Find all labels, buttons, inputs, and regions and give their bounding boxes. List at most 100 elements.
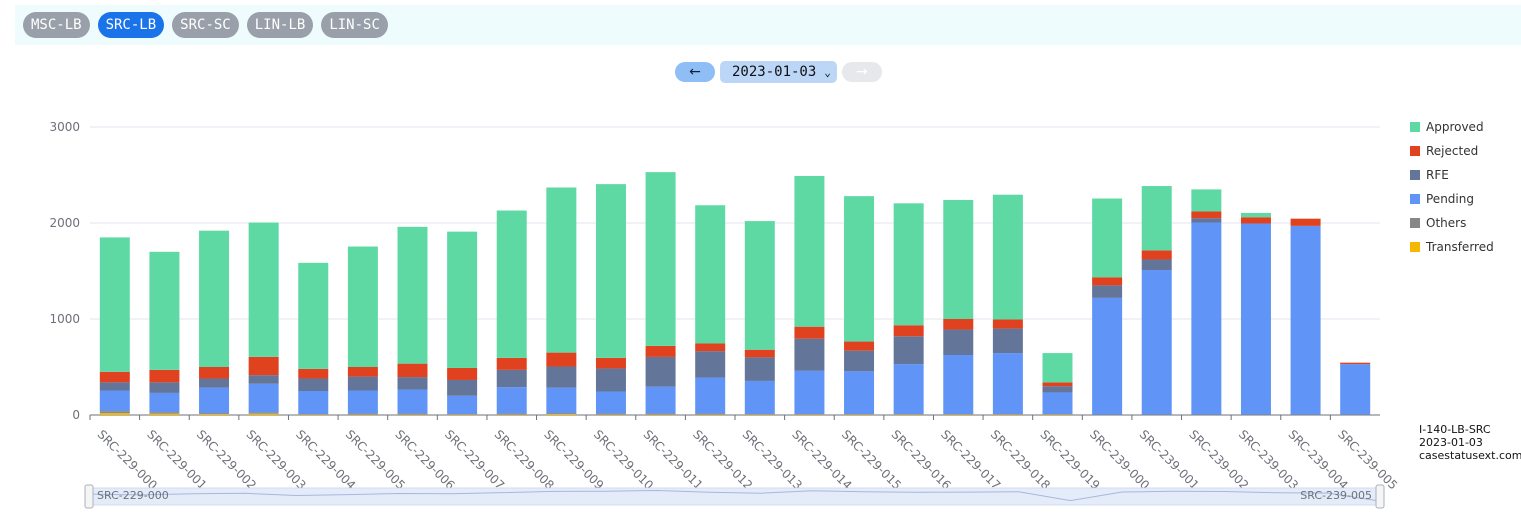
bar-segment-approved[interactable]: [595, 184, 626, 358]
bar-segment-pending[interactable]: [1191, 222, 1222, 415]
zoom-start-handle[interactable]: [84, 484, 94, 509]
bar-segment-others[interactable]: [99, 411, 130, 414]
bar-segment-approved[interactable]: [744, 221, 775, 350]
bar-segment-rejected[interactable]: [447, 367, 478, 380]
bar-segment-rejected[interactable]: [1240, 217, 1271, 224]
legend-swatch-others[interactable]: [1410, 218, 1420, 228]
bar-segment-approved[interactable]: [248, 222, 279, 357]
bar-segment-rejected[interactable]: [496, 357, 527, 370]
bar-segment-approved[interactable]: [943, 199, 974, 319]
bar-segment-rejected[interactable]: [893, 325, 924, 337]
bar-segment-approved[interactable]: [496, 210, 527, 358]
bar-segment-transferred[interactable]: [149, 413, 180, 415]
bar-segment-pending[interactable]: [248, 383, 279, 413]
bar-segment-rfe[interactable]: [298, 378, 329, 391]
legend-swatch-rfe[interactable]: [1410, 170, 1420, 180]
bar-segment-pending[interactable]: [447, 395, 478, 415]
bar-segment-approved[interactable]: [546, 187, 577, 353]
bar-segment-rfe[interactable]: [1092, 285, 1123, 298]
bar-segment-pending[interactable]: [496, 387, 527, 414]
legend-swatch-approved[interactable]: [1410, 122, 1420, 132]
bar-segment-rejected[interactable]: [149, 369, 180, 383]
bar-segment-rfe[interactable]: [645, 356, 676, 387]
bar-segment-pending[interactable]: [397, 389, 428, 414]
bar-segment-rfe[interactable]: [149, 382, 180, 393]
bar-segment-rejected[interactable]: [695, 343, 726, 352]
bar-segment-rfe[interactable]: [496, 369, 527, 388]
bar-segment-approved[interactable]: [1092, 198, 1123, 278]
bar-segment-approved[interactable]: [199, 230, 230, 367]
bar-segment-approved[interactable]: [695, 205, 726, 344]
bar-segment-rfe[interactable]: [794, 338, 825, 371]
bar-segment-rfe[interactable]: [1042, 386, 1073, 393]
bar-segment-rfe[interactable]: [1191, 218, 1222, 223]
bar-segment-rejected[interactable]: [1141, 250, 1172, 260]
zoom-end-handle[interactable]: [1375, 484, 1385, 509]
bar-segment-pending[interactable]: [199, 387, 230, 414]
bar-segment-pending[interactable]: [893, 364, 924, 415]
bar-segment-rejected[interactable]: [1290, 218, 1321, 226]
bar-segment-pending[interactable]: [298, 391, 329, 415]
bar-segment-approved[interactable]: [992, 194, 1023, 320]
bar-segment-pending[interactable]: [695, 377, 726, 414]
bar-segment-rejected[interactable]: [99, 371, 130, 383]
bar-segment-rfe[interactable]: [595, 368, 626, 392]
bar-segment-approved[interactable]: [149, 251, 180, 370]
bar-segment-rfe[interactable]: [397, 377, 428, 390]
tab-msc-lb[interactable]: MSC-LB: [23, 12, 90, 38]
bar-segment-rejected[interactable]: [744, 349, 775, 358]
legend-label-transferred[interactable]: Transferred: [1425, 240, 1494, 254]
bar-segment-approved[interactable]: [99, 237, 130, 372]
bar-segment-approved[interactable]: [397, 226, 428, 364]
bar-segment-pending[interactable]: [99, 390, 130, 412]
bar-segment-pending[interactable]: [744, 380, 775, 415]
bar-segment-rfe[interactable]: [347, 376, 378, 391]
bar-segment-rfe[interactable]: [695, 351, 726, 378]
bar-segment-rejected[interactable]: [595, 357, 626, 369]
bar-segment-rejected[interactable]: [1340, 362, 1371, 365]
bar-segment-transferred[interactable]: [248, 413, 279, 415]
bar-segment-rfe[interactable]: [447, 379, 478, 396]
bar-segment-rejected[interactable]: [943, 319, 974, 330]
bar-segment-others[interactable]: [149, 412, 180, 414]
bar-segment-approved[interactable]: [1191, 189, 1222, 212]
bar-segment-rejected[interactable]: [397, 363, 428, 378]
prev-date-button[interactable]: ←: [675, 62, 715, 82]
tab-lin-lb[interactable]: LIN-LB: [246, 12, 314, 38]
bar-segment-approved[interactable]: [844, 196, 875, 342]
bar-segment-pending[interactable]: [1092, 297, 1123, 415]
legend-label-rejected[interactable]: Rejected: [1426, 144, 1478, 158]
bar-segment-pending[interactable]: [595, 391, 626, 414]
bar-segment-others[interactable]: [546, 413, 577, 415]
zoom-slider-track[interactable]: [89, 487, 1381, 506]
bar-segment-rejected[interactable]: [1092, 277, 1123, 286]
bar-segment-rejected[interactable]: [992, 319, 1023, 329]
bar-segment-others[interactable]: [347, 413, 378, 415]
legend-label-rfe[interactable]: RFE: [1426, 168, 1449, 182]
bar-segment-rejected[interactable]: [1042, 382, 1073, 387]
bar-segment-rejected[interactable]: [1191, 211, 1222, 219]
legend-label-pending[interactable]: Pending: [1426, 192, 1474, 206]
bar-segment-transferred[interactable]: [199, 414, 230, 415]
bar-segment-pending[interactable]: [1290, 225, 1321, 415]
bar-segment-pending[interactable]: [844, 371, 875, 415]
bar-segment-others[interactable]: [397, 413, 428, 415]
bar-segment-rejected[interactable]: [645, 345, 676, 357]
legend-swatch-rejected[interactable]: [1410, 146, 1420, 156]
bar-segment-pending[interactable]: [347, 390, 378, 414]
bar-segment-approved[interactable]: [347, 246, 378, 367]
bar-segment-pending[interactable]: [794, 370, 825, 415]
bar-segment-pending[interactable]: [149, 392, 180, 413]
bar-segment-others[interactable]: [496, 413, 527, 415]
tab-src-sc[interactable]: SRC-SC: [172, 12, 239, 38]
legend-swatch-transferred[interactable]: [1410, 242, 1420, 252]
bar-segment-others[interactable]: [595, 413, 626, 415]
bar-segment-approved[interactable]: [893, 203, 924, 326]
bar-segment-approved[interactable]: [1240, 212, 1271, 218]
bar-segment-rfe[interactable]: [844, 350, 875, 372]
bar-segment-approved[interactable]: [447, 231, 478, 368]
bar-segment-others[interactable]: [199, 413, 230, 415]
bar-segment-pending[interactable]: [1042, 392, 1073, 415]
bar-segment-approved[interactable]: [1141, 186, 1172, 251]
bar-segment-others[interactable]: [645, 413, 676, 415]
